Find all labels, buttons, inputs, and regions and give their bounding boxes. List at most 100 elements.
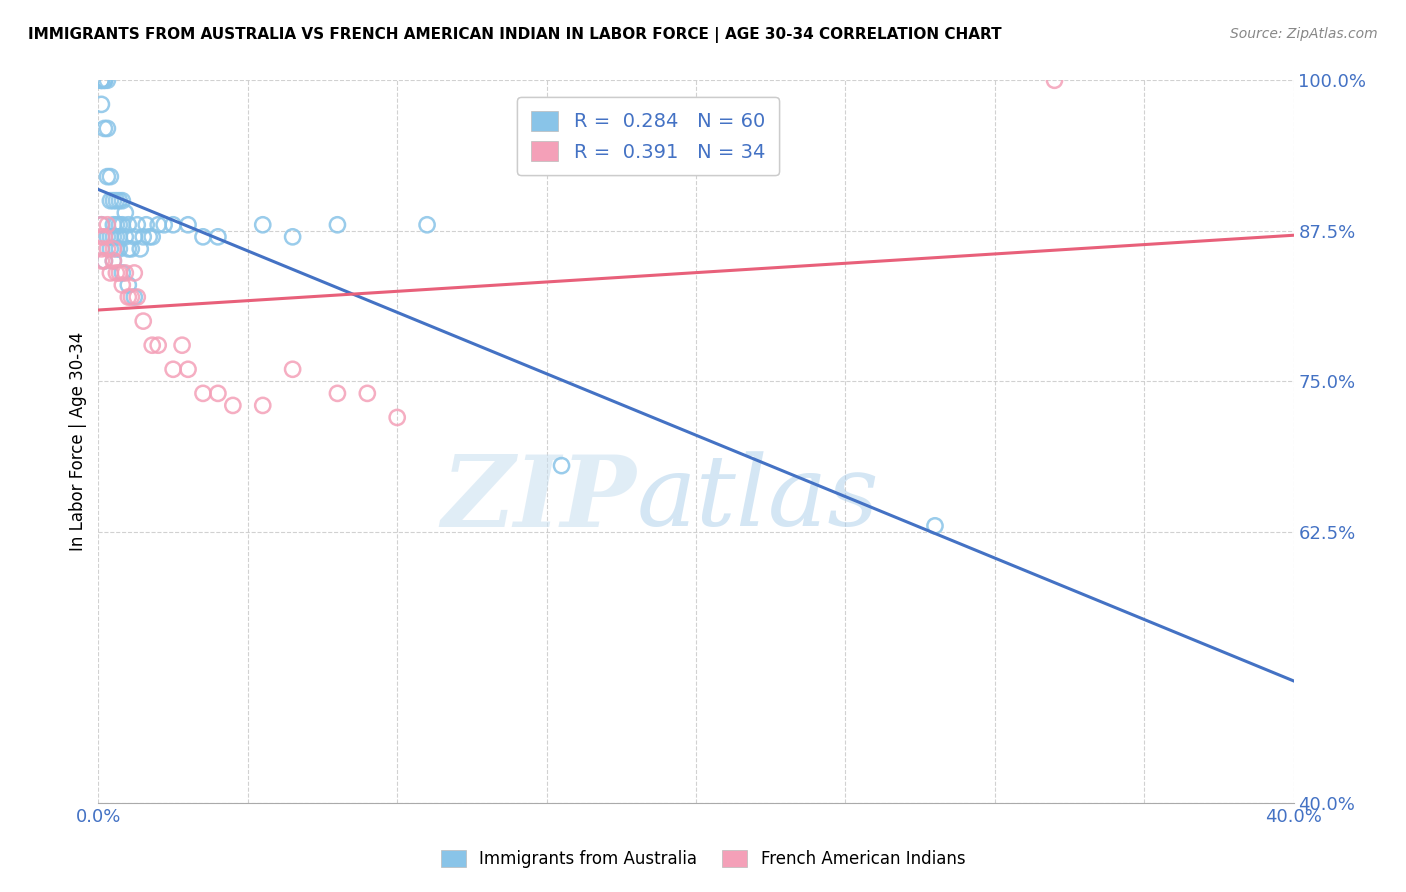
Point [105,266,128,280]
Point [127,218,149,232]
Point [222,398,245,412]
Point [127,290,149,304]
Point [93,121,115,136]
Point [356,386,378,401]
Point [111,194,134,208]
Point [191,229,214,244]
Point [93,229,115,244]
Point [96,73,118,87]
Point [96,121,118,136]
Point [108,194,131,208]
Point [924,518,946,533]
Point [103,194,125,208]
Point [98,229,122,244]
Point [162,362,184,376]
Point [98,194,122,208]
Y-axis label: In Labor Force | Age 30-34: In Labor Force | Age 30-34 [69,332,87,551]
Point [103,242,125,256]
Point [108,266,131,280]
Point [117,277,139,292]
Point [105,194,128,208]
Point [207,386,229,401]
Point [281,362,304,376]
Text: ZIP: ZIP [441,451,637,548]
Point [281,229,304,244]
Point [177,218,200,232]
Point [98,266,122,280]
Point [162,218,184,232]
Point [135,218,157,232]
Point [103,218,125,232]
Point [96,169,118,184]
Point [105,242,128,256]
Point [98,242,122,256]
Point [93,73,115,87]
Point [90,97,112,112]
Point [191,386,214,401]
Point [1043,73,1066,87]
Point [120,290,142,304]
Point [90,73,112,87]
Point [550,458,572,473]
Point [138,229,160,244]
Point [153,218,176,232]
Legend: Immigrants from Australia, French American Indians: Immigrants from Australia, French Americ… [434,843,972,875]
Point [117,290,139,304]
Text: IMMIGRANTS FROM AUSTRALIA VS FRENCH AMERICAN INDIAN IN LABOR FORCE | AGE 30-34 C: IMMIGRANTS FROM AUSTRALIA VS FRENCH AMER… [28,27,1001,43]
Legend: R =  0.284   N = 60, R =  0.391   N = 34: R = 0.284 N = 60, R = 0.391 N = 34 [517,97,779,175]
Point [90,218,112,232]
Point [117,218,139,232]
Point [326,386,349,401]
Point [114,205,136,219]
Point [252,398,274,412]
Point [90,73,112,87]
Point [98,169,122,184]
Point [93,73,115,87]
Point [96,229,118,244]
Point [93,253,115,268]
Point [103,253,125,268]
Point [114,229,136,244]
Point [132,314,155,328]
Point [90,218,112,232]
Point [90,253,112,268]
Point [111,266,134,280]
Point [148,218,170,232]
Point [93,253,115,268]
Point [148,338,170,352]
Point [90,73,112,87]
Point [177,362,200,376]
Point [90,73,112,87]
Point [207,229,229,244]
Point [103,229,125,244]
Text: atlas: atlas [637,451,879,547]
Point [108,242,131,256]
Point [96,242,118,256]
Point [141,229,163,244]
Point [129,242,152,256]
Point [111,277,134,292]
Point [124,290,146,304]
Point [90,229,112,244]
Point [111,218,134,232]
Point [132,229,155,244]
Point [90,242,112,256]
Point [385,410,409,425]
Point [120,242,142,256]
Point [124,229,146,244]
Point [105,229,128,244]
Point [108,229,131,244]
Point [96,218,118,232]
Text: Source: ZipAtlas.com: Source: ZipAtlas.com [1230,27,1378,41]
Point [103,253,125,268]
Point [141,338,163,352]
Point [252,218,274,232]
Point [108,218,131,232]
Point [124,266,146,280]
Point [93,73,115,87]
Point [105,218,128,232]
Point [326,218,349,232]
Point [117,242,139,256]
Point [114,266,136,280]
Point [172,338,194,352]
